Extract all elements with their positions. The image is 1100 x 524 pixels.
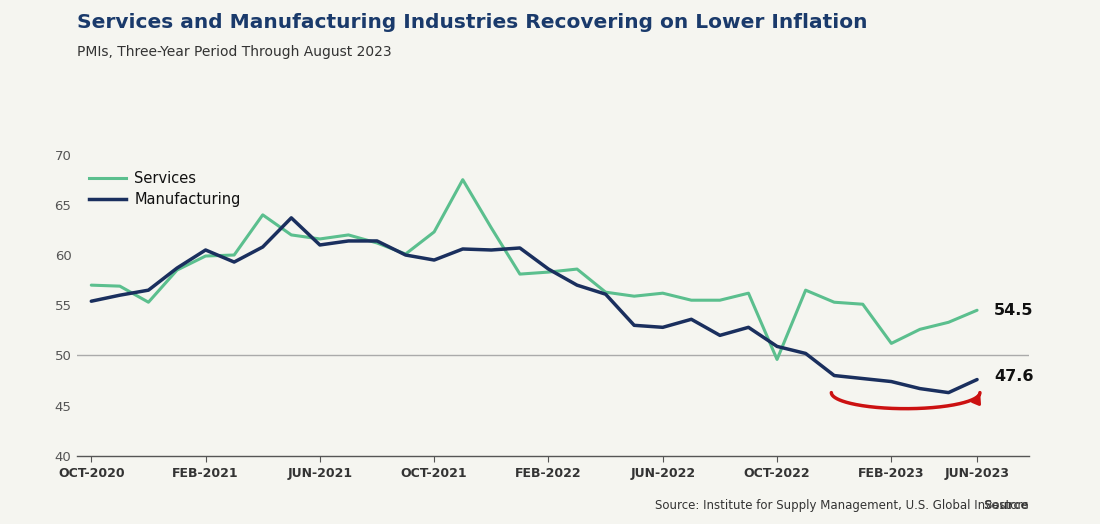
Legend: Services, Manufacturing: Services, Manufacturing bbox=[89, 171, 241, 207]
Text: Services and Manufacturing Industries Recovering on Lower Inflation: Services and Manufacturing Industries Re… bbox=[77, 13, 868, 32]
Text: PMIs, Three-Year Period Through August 2023: PMIs, Three-Year Period Through August 2… bbox=[77, 45, 392, 59]
Text: 54.5: 54.5 bbox=[994, 303, 1034, 318]
Text: 47.6: 47.6 bbox=[994, 369, 1034, 384]
Text: Source: Source bbox=[983, 499, 1028, 512]
Text: Source: Institute for Supply Management, U.S. Global Investors: Source: Institute for Supply Management,… bbox=[654, 499, 1028, 512]
Text: Source: Institute for Supply Management, U.S. Global Investors: Source: Institute for Supply Management,… bbox=[654, 499, 1028, 512]
